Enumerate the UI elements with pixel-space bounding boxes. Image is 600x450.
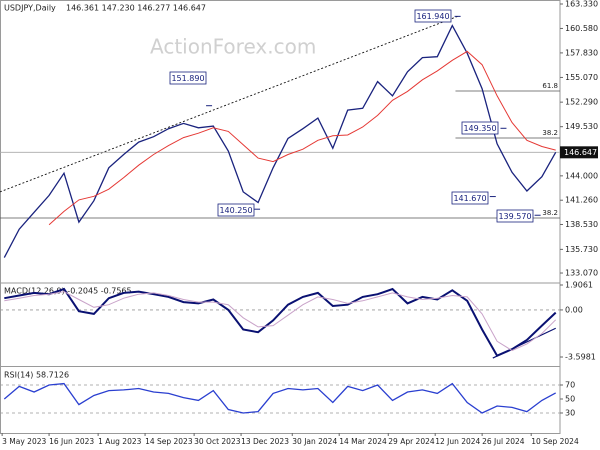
y-tick-label: 144.000 [565, 171, 598, 180]
last-price-label: 146.647 [564, 148, 597, 157]
x-tick-label: 26 Jul 2024 [482, 437, 525, 446]
ohlc-values: 146.361 147.230 146.277 146.647 [66, 4, 206, 13]
x-tick-label: 30 Oct 2023 [194, 437, 241, 446]
y-tick-label: 133.070 [565, 269, 598, 278]
x-tick-label: 12 Jun 2024 [435, 437, 480, 446]
panel-title: USDJPY,Daily [4, 4, 56, 13]
y-tick-label: 149.530 [565, 122, 598, 131]
annotation-label: 151.890 [171, 74, 204, 83]
x-tick-label: 30 Jan 2024 [292, 437, 337, 446]
x-tick-label: 13 Dec 2023 [241, 437, 289, 446]
y-tick-label: 163.330 [565, 0, 598, 9]
watermark: ActionForex.com [150, 35, 316, 59]
y-tick-label: 1.9061 [565, 280, 593, 289]
y-tick-label: 70 [565, 380, 575, 389]
y-tick-label: 50 [565, 394, 575, 403]
annotation-box [414, 9, 452, 23]
x-tick-label: 14 Sep 2023 [145, 437, 193, 446]
x-tick-label: 29 Apr 2024 [388, 437, 435, 446]
y-tick-label: 135.730 [565, 245, 598, 254]
annotation-label: 141.670 [453, 194, 486, 203]
annotation-label: 161.940 [416, 12, 449, 21]
x-tick-label: 16 Jun 2023 [49, 437, 94, 446]
x-tick-label: 3 May 2023 [2, 437, 46, 446]
series-line [4, 291, 557, 352]
y-tick-label: 30 [565, 408, 575, 417]
y-tick-label: 152.290 [565, 98, 598, 107]
last-price-box [560, 146, 598, 159]
series-line [3, 382, 557, 414]
x-tick-label: 10 Sep 2024 [531, 437, 579, 446]
y-tick-label: 138.530 [565, 220, 598, 229]
series-line [48, 50, 556, 226]
level-label: 61.8 [542, 82, 558, 90]
panel-title: MACD(12,26,9) -0.2045 -0.7565 [4, 287, 132, 296]
annotation-box [169, 71, 207, 85]
level-label: 38.2 [542, 129, 558, 137]
series-line [4, 287, 557, 357]
x-tick-label: 1 Aug 2023 [98, 437, 141, 446]
y-tick-label: 155.070 [565, 73, 598, 82]
x-tick-label: 14 Mar 2024 [339, 437, 387, 446]
annotation-label: 139.570 [498, 212, 531, 221]
y-tick-label: 160.580 [565, 24, 598, 33]
y-tick-label: -3.5981 [565, 352, 596, 361]
y-tick-label: 0.00 [565, 305, 583, 314]
panel-title: RSI(14) 58.7126 [4, 371, 69, 380]
annotation-box [461, 121, 499, 135]
annotation-box [451, 191, 489, 205]
annotation-label: 149.350 [463, 124, 496, 133]
level-label: 38.2 [542, 209, 558, 217]
trendline [0, 15, 458, 193]
y-tick-label: 141.260 [565, 196, 598, 205]
annotation-box [496, 209, 534, 223]
plot-frame [0, 0, 561, 434]
annotation-label: 140.250 [219, 206, 252, 215]
y-tick-label: 157.830 [565, 48, 598, 57]
annotation-box [217, 203, 255, 217]
